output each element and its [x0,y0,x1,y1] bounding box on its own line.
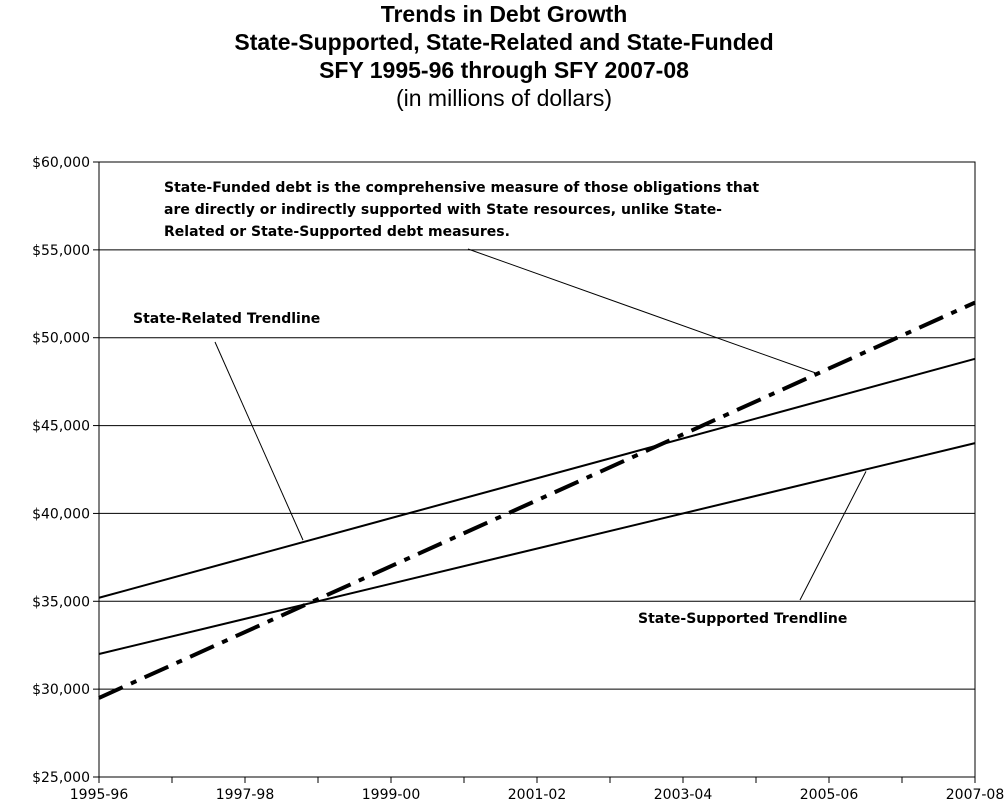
callout-state-funded [467,248,816,374]
x-tick-label: 1999-00 [362,787,421,803]
series-layer [98,300,976,700]
y-tick-label: $35,000 [32,594,90,610]
annotation-state-funded-line: are directly or indirectly supported wit… [164,202,722,218]
y-tick-label: $25,000 [32,770,90,786]
x-tick-label: 2001-02 [508,787,567,803]
chart-title-line-2: State-Supported, State-Related and State… [234,29,774,55]
x-tick-label: 1995-96 [70,787,129,803]
y-tick-label: $60,000 [32,155,90,171]
chart-title-line-1: Trends in Debt Growth [380,1,628,27]
x-tick-label: 2007-08 [946,787,1005,803]
chart-title-line-3: SFY 1995-96 through SFY 2007-08 [319,57,689,83]
grid-layer [99,249,975,690]
series-line-0 [98,357,976,599]
annotation-state-funded-line: Related or State-Supported debt measures… [164,224,510,240]
series-line-2 [98,300,976,700]
chart-subtitle: (in millions of dollars) [395,85,612,111]
y-tick-label: $45,000 [32,419,90,435]
annotation-state-supported: State-Supported Trendline [638,611,847,627]
series-line-1 [98,442,976,655]
y-tick-label: $55,000 [32,243,90,259]
y-tick-label: $30,000 [32,682,90,698]
annotation-state-funded-line: State-Funded debt is the comprehensive m… [164,180,759,196]
annotation-state-related: State-Related Trendline [133,311,320,327]
annotation-layer: State-Funded debt is the comprehensive m… [133,180,847,627]
y-tick-label: $50,000 [32,331,90,347]
chart-titles: Trends in Debt Growth State-Supported, S… [0,0,1008,112]
axes-layer [98,161,976,778]
x-tick-label: 1997-98 [216,787,275,803]
callout-state-related [214,341,304,541]
plot-area-border [98,161,976,778]
callout-layer [214,248,867,601]
x-tick-label: 2005-06 [800,787,859,803]
callout-state-supported [799,471,867,601]
ticks-layer: $25,000 $30,000 $35,000 $40,000 $45,000 $50,0… [32,155,1004,803]
x-tick-label: 2003-04 [654,787,713,803]
y-tick-label: $40,000 [32,506,90,522]
